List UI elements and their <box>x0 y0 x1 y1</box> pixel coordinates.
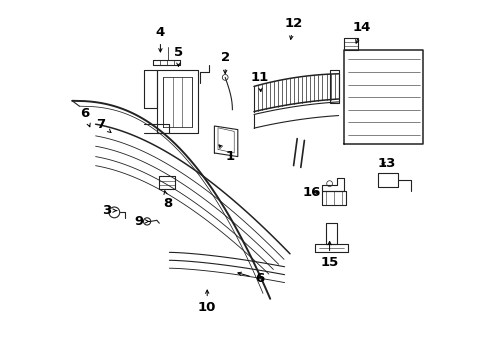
Text: 3: 3 <box>102 204 117 217</box>
Text: 13: 13 <box>378 157 396 170</box>
Text: 14: 14 <box>353 21 371 43</box>
Text: 5: 5 <box>174 46 183 66</box>
Text: 6: 6 <box>80 107 90 127</box>
Text: 16: 16 <box>302 186 321 199</box>
Text: 2: 2 <box>220 51 230 73</box>
Text: 1: 1 <box>219 145 235 163</box>
Text: 15: 15 <box>320 242 339 269</box>
Text: 9: 9 <box>134 215 149 228</box>
Text: 7: 7 <box>97 118 111 132</box>
Text: 10: 10 <box>198 290 217 314</box>
Text: 8: 8 <box>163 191 172 210</box>
Text: 12: 12 <box>285 17 303 39</box>
Text: 11: 11 <box>250 71 269 91</box>
Text: 4: 4 <box>156 26 165 52</box>
Text: 6: 6 <box>238 272 264 285</box>
